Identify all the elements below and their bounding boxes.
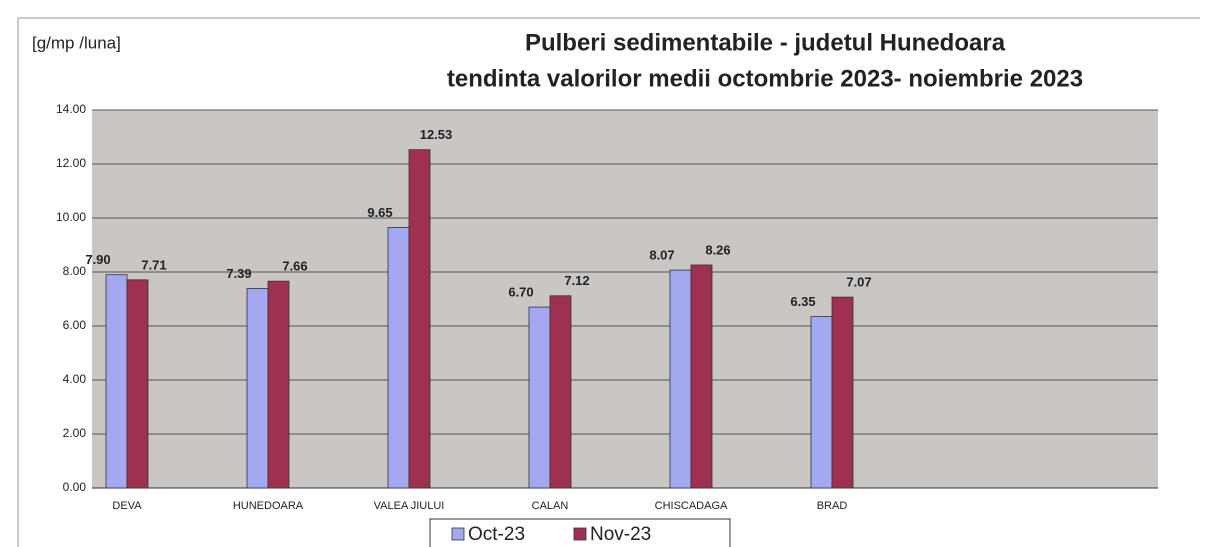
bar bbox=[528, 306, 551, 489]
y-tick-label: 12.00 bbox=[56, 156, 86, 170]
legend: Oct-23 Nov-23 bbox=[429, 518, 731, 547]
y-tick-label: 2.00 bbox=[63, 426, 87, 440]
value-label: 12.53 bbox=[420, 127, 453, 142]
bar bbox=[669, 269, 692, 489]
value-label: 7.07 bbox=[846, 275, 871, 290]
x-tick-label: BRAD bbox=[817, 500, 848, 512]
value-label: 6.70 bbox=[508, 285, 533, 300]
chart-title: Pulberi sedimentabile - judetul Hunedoar… bbox=[525, 29, 1006, 56]
y-axis-label: [g/mp /luna] bbox=[32, 33, 121, 52]
chart-subtitle: tendinta valorilor medii octombrie 2023-… bbox=[447, 65, 1083, 92]
value-label: 6.35 bbox=[790, 294, 815, 309]
x-tick-label: CHISCADAGA bbox=[655, 500, 728, 512]
y-tick-label: 10.00 bbox=[56, 210, 86, 224]
value-label: 8.07 bbox=[649, 248, 674, 263]
bar bbox=[246, 288, 269, 489]
bar bbox=[126, 279, 149, 489]
legend-label: Oct-23 bbox=[468, 524, 525, 545]
x-tick-label: VALEA JIULUI bbox=[374, 500, 445, 512]
y-tick-label: 14.00 bbox=[56, 102, 86, 116]
x-tick-label: HUNEDOARA bbox=[233, 500, 304, 512]
bar bbox=[810, 316, 833, 489]
y-tick-label: 8.00 bbox=[63, 264, 87, 278]
value-label: 7.71 bbox=[141, 257, 166, 272]
bar bbox=[831, 296, 854, 489]
bar bbox=[408, 149, 431, 489]
bar bbox=[387, 227, 410, 489]
value-label: 7.12 bbox=[564, 273, 589, 288]
y-tick-label: 6.00 bbox=[63, 318, 87, 332]
bar bbox=[267, 280, 290, 489]
legend-label: Nov-23 bbox=[590, 524, 651, 545]
bar bbox=[549, 295, 572, 489]
value-label: 7.39 bbox=[226, 266, 251, 281]
bar bbox=[105, 274, 128, 489]
y-tick-label: 0.00 bbox=[63, 480, 87, 494]
x-tick-label: DEVA bbox=[112, 500, 142, 512]
y-tick-label: 4.00 bbox=[63, 372, 87, 386]
value-label: 8.26 bbox=[705, 242, 730, 257]
legend-swatch bbox=[573, 527, 587, 541]
x-tick-label: CALAN bbox=[532, 500, 569, 512]
value-label: 7.90 bbox=[85, 252, 110, 267]
bar bbox=[690, 264, 713, 489]
value-label: 7.66 bbox=[282, 259, 307, 274]
value-label: 9.65 bbox=[367, 205, 392, 220]
legend-swatch bbox=[451, 527, 465, 541]
